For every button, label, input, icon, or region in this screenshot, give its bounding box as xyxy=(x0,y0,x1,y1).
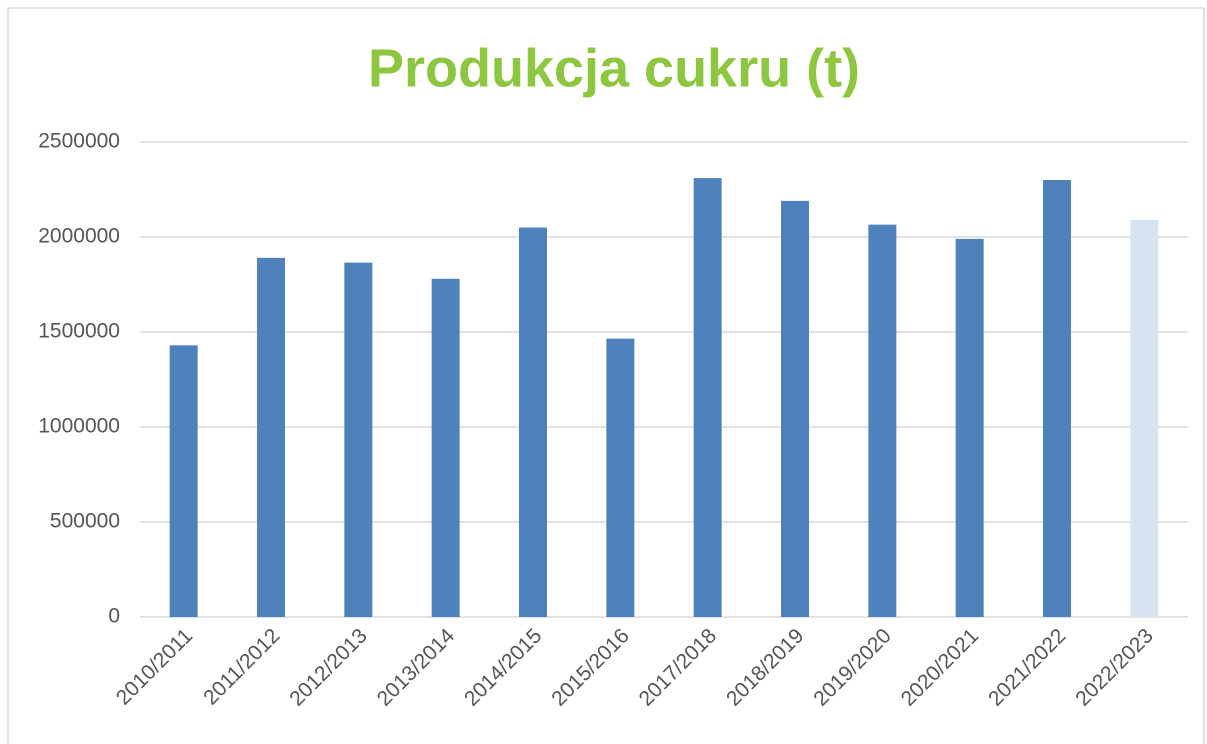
x-tick-label: 2018/2019 xyxy=(722,624,808,710)
x-tick-label: 2013/2014 xyxy=(373,624,460,711)
y-tick-label: 1500000 xyxy=(38,320,120,343)
bar xyxy=(1043,180,1071,617)
x-tick-label: 2014/2015 xyxy=(460,624,546,710)
bar xyxy=(781,200,809,617)
bar xyxy=(431,278,460,617)
bar xyxy=(693,178,722,617)
y-tick-label: 0 xyxy=(108,605,120,628)
x-tick-label: 2011/2012 xyxy=(199,624,284,709)
x-tick-label: 2021/2022 xyxy=(984,624,1070,710)
x-tick-label: 2022/2023 xyxy=(1071,624,1157,710)
chart-border xyxy=(7,7,1205,744)
bar xyxy=(606,338,635,617)
y-tick-label: 500000 xyxy=(50,510,120,533)
x-tick-label: 2019/2020 xyxy=(809,624,895,710)
y-tick-label: 2500000 xyxy=(38,130,120,153)
bar xyxy=(519,227,547,617)
x-tick-label: 2015/2016 xyxy=(547,624,633,710)
x-tick-label: 2017/2018 xyxy=(635,624,721,710)
bar xyxy=(868,224,897,617)
bar xyxy=(169,345,198,617)
bar xyxy=(955,238,984,617)
x-tick-label: 2010/2011 xyxy=(112,624,197,709)
y-tick-label: 1000000 xyxy=(38,415,120,438)
bar xyxy=(1130,219,1159,617)
x-tick-label: 2012/2013 xyxy=(285,624,371,710)
x-tick-label: 2020/2021 xyxy=(897,624,983,710)
chart-title: Produkcja cukru (t) xyxy=(368,38,860,98)
bar xyxy=(344,262,373,617)
bar xyxy=(257,257,285,617)
y-tick-label: 2000000 xyxy=(38,225,120,248)
